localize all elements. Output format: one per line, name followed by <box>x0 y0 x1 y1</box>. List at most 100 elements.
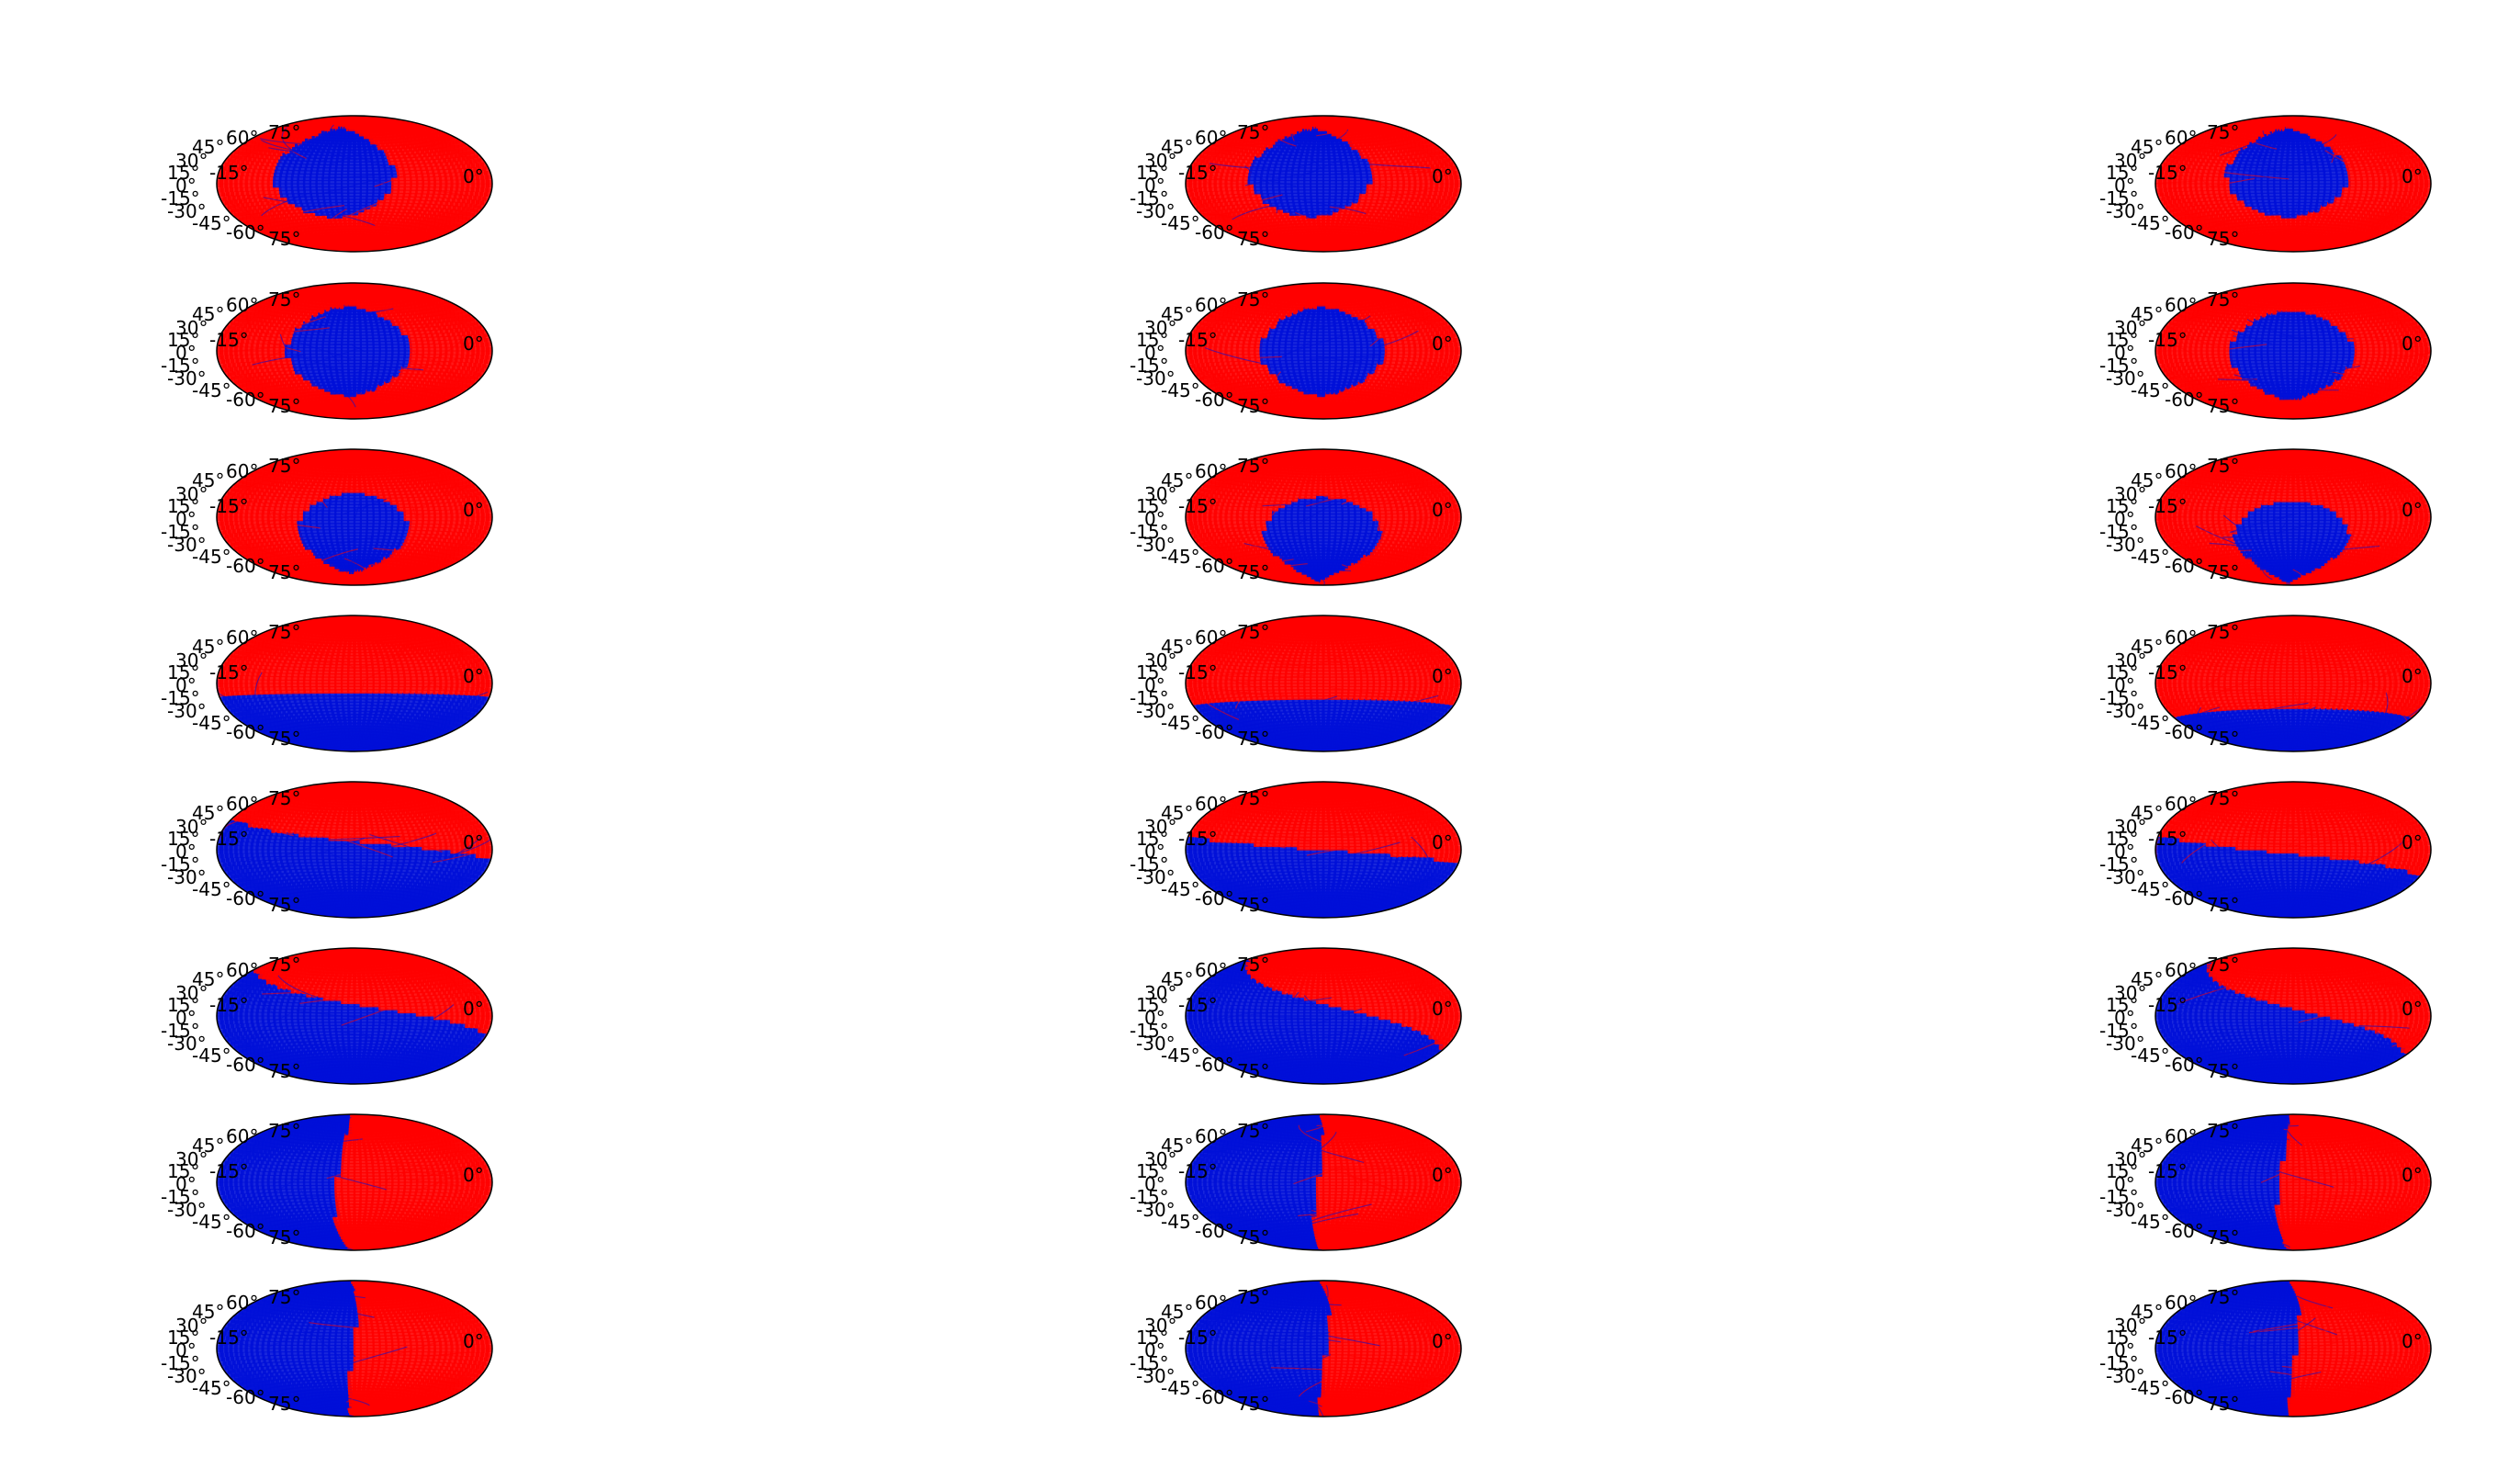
lat-tick-label: 60° <box>2165 1125 2197 1147</box>
lon-tick-label: 0° <box>1432 165 1453 187</box>
lat-tick-label: 75° <box>2207 395 2239 417</box>
lat-tick-label: 0° <box>2114 674 2135 696</box>
aitoff-panel-r0-c0: 75°60°45°30°15° -15°0°-15°-30°-45°-60° 75°… <box>161 115 493 253</box>
lat-tick-label: 15° <box>2106 828 2138 850</box>
lat-tick-label: 0° <box>175 175 197 197</box>
lat-tick-label: -30° <box>1136 200 1176 222</box>
lat-tick-label: -15° <box>161 687 200 709</box>
lat-tick-label: 75° <box>2207 1120 2239 1142</box>
lat-tick-label: -15° <box>2099 853 2139 875</box>
lat-tick-label: 60° <box>1195 627 1227 649</box>
lat-tick-label: 15° <box>167 162 199 184</box>
lat-tick-label: -45° <box>1161 878 1200 900</box>
panel-outline <box>216 947 493 1085</box>
lat-tick-label: -60° <box>226 1220 265 1242</box>
lat-tick-label: -30° <box>167 1365 207 1387</box>
lat-tick-label: 15° <box>1136 994 1168 1016</box>
lon-tick-label: 0° <box>1432 1164 1453 1186</box>
lat-tick-label: 60° <box>226 294 258 316</box>
lat-tick-label: -60° <box>226 1054 265 1076</box>
track-lines <box>2155 1281 2427 1417</box>
lat-tick-label: 45° <box>2131 303 2163 325</box>
lon-tick-label: 0° <box>463 1330 484 1352</box>
lat-tick-label: 75° <box>268 1120 300 1142</box>
lat-tick-label: -30° <box>1136 1033 1176 1055</box>
lat-tick-label: 75° <box>2207 787 2239 809</box>
lat-tick-label: 15° <box>1136 329 1168 351</box>
lon-tick-label: 0° <box>1432 831 1453 853</box>
lon-tick-label: 0° <box>2402 998 2423 1020</box>
lat-tick-label: 75° <box>268 288 300 311</box>
lat-tick-label: -45° <box>2131 712 2170 734</box>
aitoff-panel-r4-c1: 75°60°45°30°15° -15°0°-15°-30°-45°-60° 75°… <box>1130 781 1462 919</box>
lat-tick-label: 45° <box>2131 636 2163 658</box>
lat-tick-label: -45° <box>2131 546 2170 568</box>
lat-tick-label: 15° <box>167 994 199 1016</box>
lat-tick-label: -45° <box>1161 1211 1200 1233</box>
lat-tick-label: -60° <box>2165 721 2204 743</box>
lat-tick-label: 75° <box>1237 395 1269 417</box>
lat-tick-label: 45° <box>192 636 224 658</box>
lat-tick-label: 75° <box>1237 228 1269 250</box>
tick-labels: 75°60°45°30°15° -15°0°-15°-30°-45°-60° 75°… <box>2099 288 2423 417</box>
lat-tick-label: 30° <box>2114 816 2146 838</box>
track-lines <box>2155 1115 2431 1250</box>
lat-tick-label: 0° <box>175 841 197 863</box>
lat-tick-label: 45° <box>1161 303 1193 325</box>
lat-tick-label: -15° <box>161 1186 200 1208</box>
lat-tick-label: 75° <box>268 455 300 477</box>
lat-tick-label: 30° <box>1144 1315 1176 1337</box>
lat-tick-label: -15° <box>2148 495 2188 517</box>
lat-tick-label: 0° <box>2114 342 2135 364</box>
lat-tick-label: 30° <box>1144 317 1176 339</box>
track-lines <box>217 283 489 419</box>
lat-tick-label: 75° <box>1237 1226 1269 1248</box>
lat-tick-label: -45° <box>192 546 231 568</box>
lat-tick-label: 75° <box>2207 954 2239 976</box>
lat-tick-label: 30° <box>175 1315 208 1337</box>
lat-tick-label: -30° <box>1136 367 1176 390</box>
aitoff-panel-r3-c2: 75°60°45°30°15° -15°0°-15°-30°-45°-60° 75°… <box>2099 615 2432 752</box>
lat-tick-label: 75° <box>268 1286 300 1308</box>
lat-tick-label: -15° <box>161 355 200 377</box>
lat-tick-label: 0° <box>1144 841 1165 863</box>
lat-tick-label: 0° <box>175 342 197 364</box>
lat-tick-label: -60° <box>1195 887 1234 909</box>
panel-outline <box>1185 615 1462 752</box>
lat-tick-label: -45° <box>192 712 231 734</box>
lat-tick-label: -30° <box>2106 534 2145 556</box>
lat-tick-label: -60° <box>226 1386 265 1408</box>
tick-labels: 75°60°45°30°15° -15°0°-15°-30°-45°-60° 75°… <box>2099 1286 2423 1415</box>
panel-outline <box>2154 282 2432 420</box>
lat-tick-label: -60° <box>2165 1386 2204 1408</box>
track-lines <box>1188 782 1448 918</box>
lat-tick-label: -15° <box>2099 687 2139 709</box>
lat-tick-label: 75° <box>268 1226 300 1248</box>
lat-tick-label: 75° <box>268 1060 300 1082</box>
lon-tick-label: 0° <box>463 499 484 521</box>
tick-labels: 75°60°45°30°15° -15°0°-15°-30°-45°-60° 75°… <box>161 455 484 583</box>
lat-tick-label: 75° <box>2207 621 2239 643</box>
lat-tick-label: 30° <box>175 649 208 672</box>
panel-outline <box>216 781 493 919</box>
track-lines <box>2155 449 2431 585</box>
lat-tick-label: -60° <box>2165 1220 2204 1242</box>
lat-tick-label: -15° <box>2148 1160 2188 1182</box>
lat-tick-label: -15° <box>1130 1186 1169 1208</box>
lat-tick-label: -60° <box>2165 887 2204 909</box>
lat-tick-label: 75° <box>268 728 300 750</box>
lat-tick-label: 15° <box>1136 1327 1168 1349</box>
lat-tick-label: 60° <box>2165 294 2197 316</box>
lat-tick-label: -60° <box>1195 1386 1234 1408</box>
lat-tick-label: -15° <box>1130 687 1169 709</box>
lat-tick-label: -15° <box>2148 994 2188 1016</box>
lat-tick-label: 45° <box>2131 469 2163 491</box>
aitoff-panel-r2-c2: 75°60°45°30°15° -15°0°-15°-30°-45°-60° 75°… <box>2099 448 2432 586</box>
lat-tick-label: -45° <box>2131 212 2170 234</box>
lat-tick-label: 45° <box>192 968 224 990</box>
panel-outline <box>2154 448 2432 586</box>
lat-tick-label: 15° <box>167 828 199 850</box>
lon-tick-label: 0° <box>463 333 484 355</box>
lat-tick-label: -45° <box>192 1377 231 1399</box>
